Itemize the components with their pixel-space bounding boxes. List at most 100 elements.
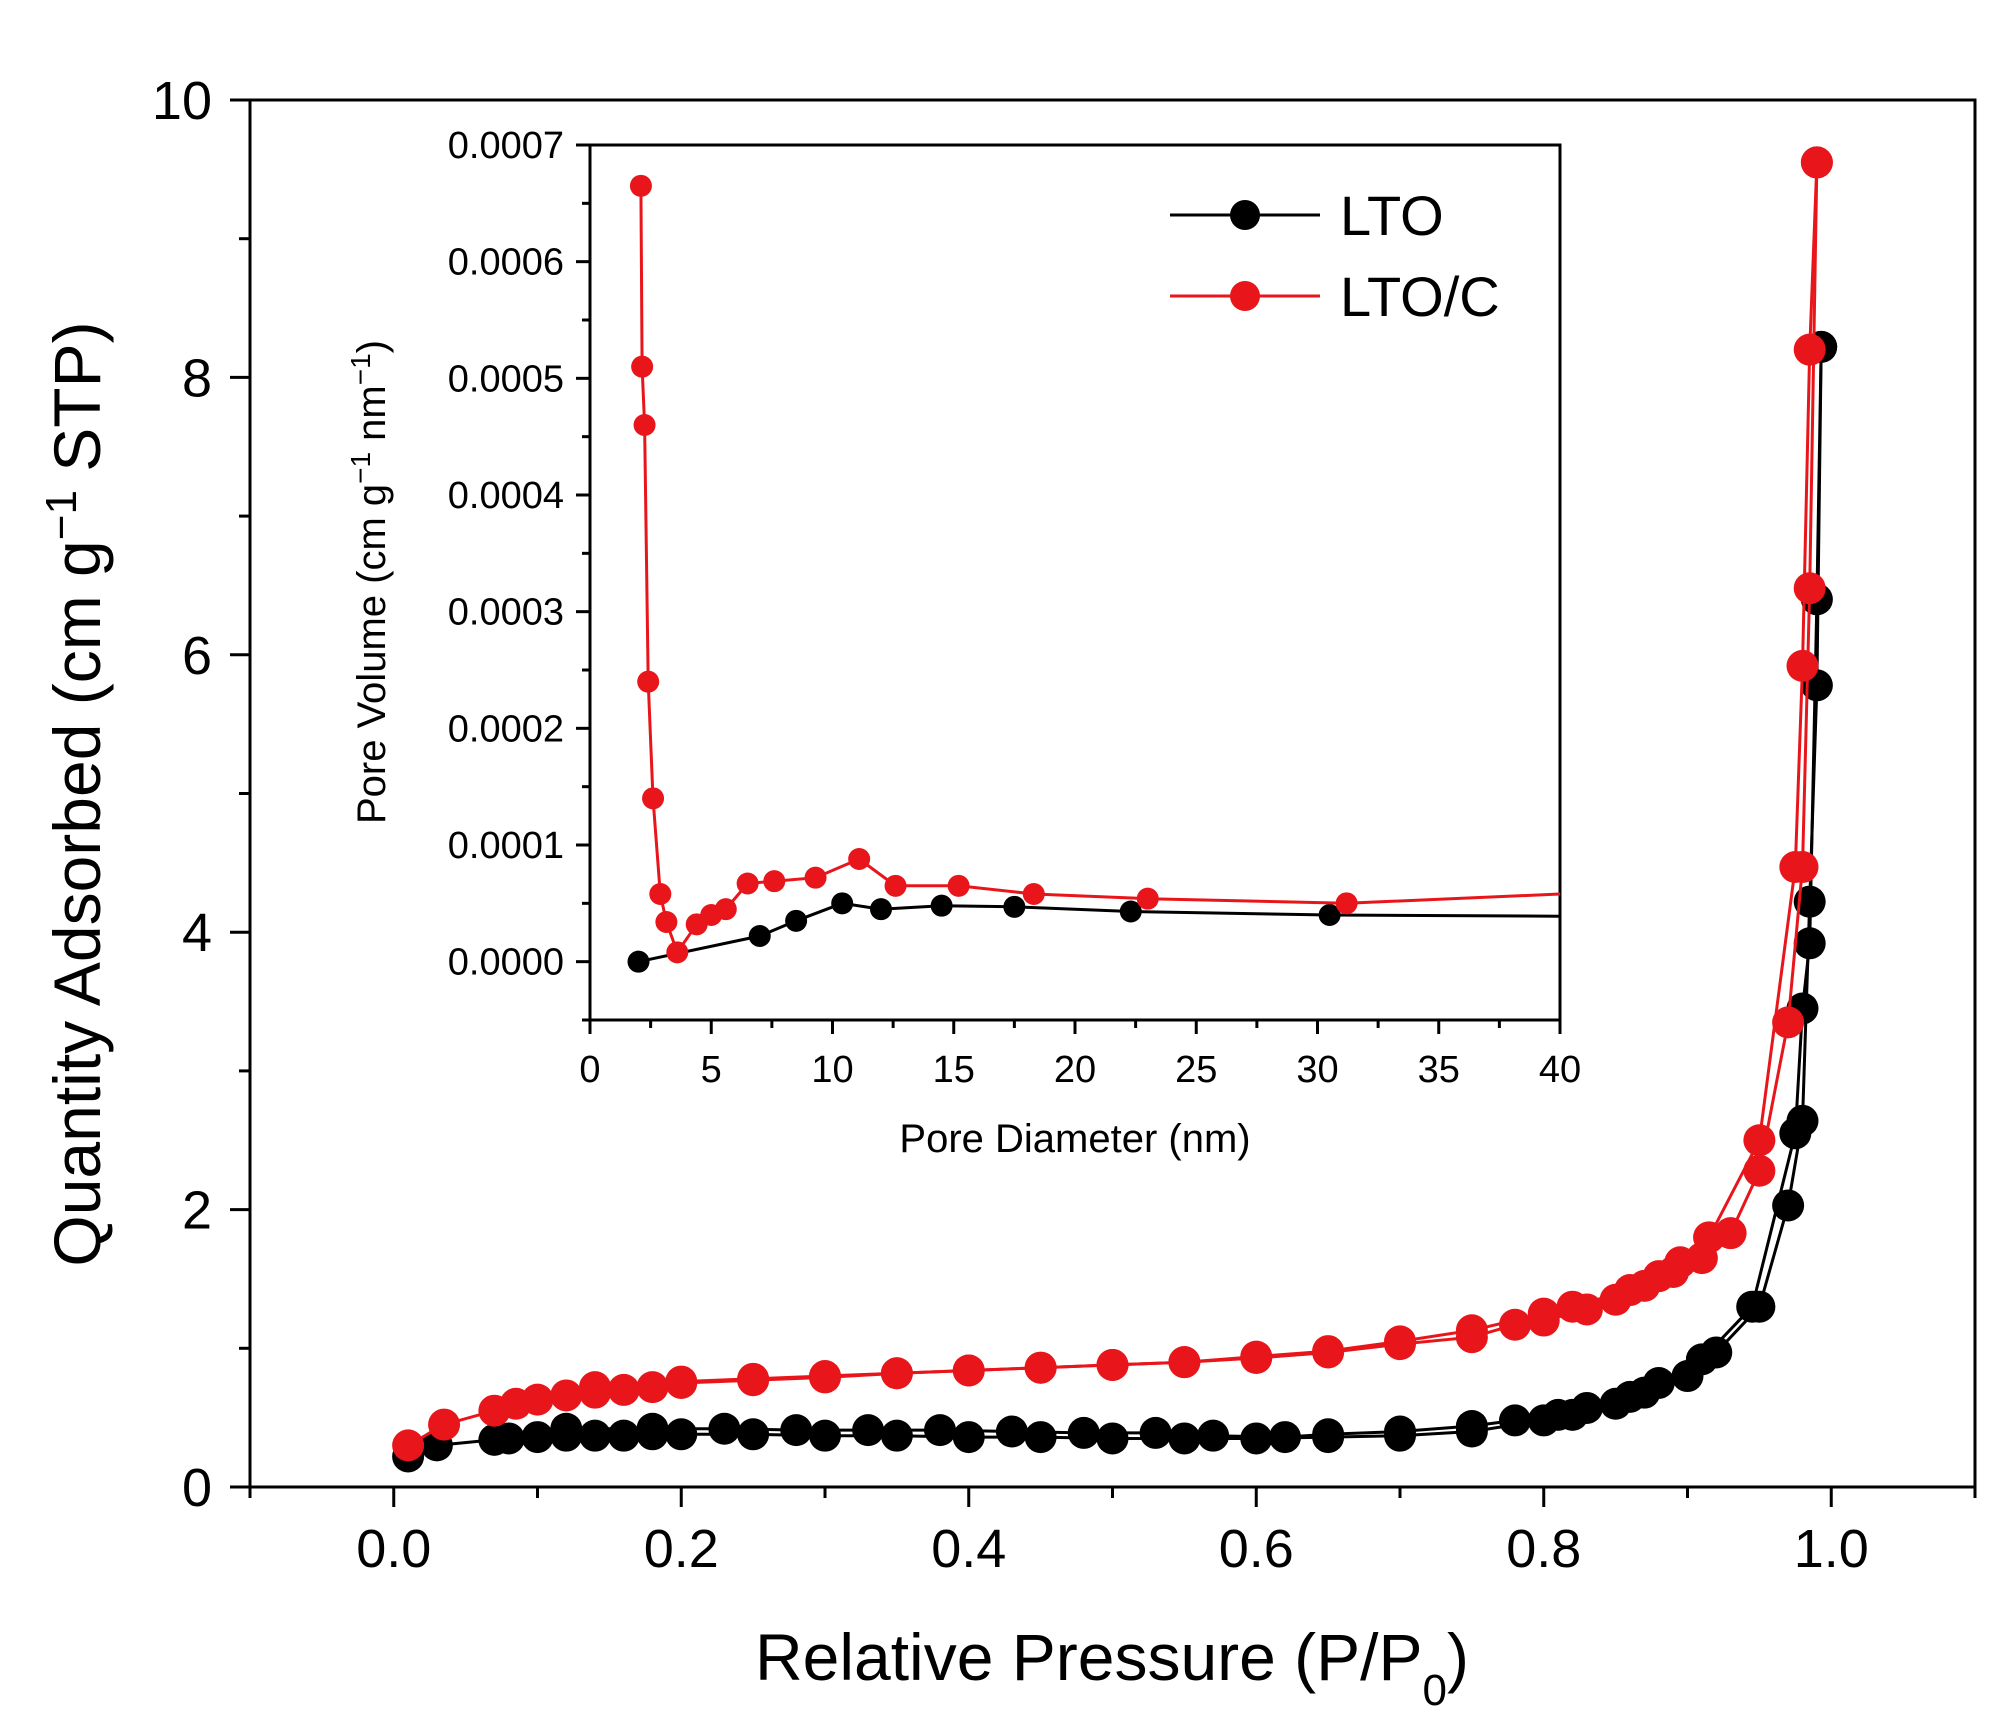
main-axis-ticks: 0.0 0.2 0.4 0.6 0.8 1.0 0 2 4 6 8 10 (152, 71, 1977, 1579)
data-point-lto-desorption (1269, 1421, 1301, 1454)
inset-data-point-lto-c (763, 870, 786, 893)
inset-data-point-lto-c (649, 883, 672, 905)
inset-y-tick-label: 0.0007 (448, 125, 564, 167)
inset-x-tick-label: 0 (579, 1049, 600, 1091)
inset-data-point-lto-c (736, 872, 759, 895)
inset-y-tick-label: 0.0001 (448, 825, 564, 867)
data-point-lto-c-adsorption (1793, 572, 1826, 605)
inset-y-tick-label: 0.0005 (448, 358, 564, 400)
legend-marker-lto-c (1230, 281, 1260, 311)
data-point-lto-c-adsorption (1772, 1006, 1805, 1039)
main-y-tick-label: 0 (182, 1458, 212, 1518)
inset-plot-series (627, 174, 1561, 973)
inset-data-point-lto-c (637, 670, 660, 693)
inset-data-point-lto-c (655, 911, 678, 933)
inset-data-point-lto-c (631, 355, 654, 378)
data-point-lto-adsorption (492, 1422, 525, 1455)
inset-data-point-lto (1318, 904, 1341, 926)
main-y-tick-label: 8 (182, 348, 212, 408)
inset-data-point-lto-c (848, 848, 871, 870)
inset-x-tick-label: 15 (933, 1049, 975, 1091)
data-point-lto-c-desorption (1800, 146, 1833, 179)
main-x-tick-label: 0.8 (1506, 1519, 1581, 1579)
data-point-lto-c-adsorption (636, 1371, 669, 1404)
data-point-lto-desorption (852, 1414, 885, 1447)
inset-data-point-lto (870, 898, 892, 921)
inset-data-point-lto (831, 892, 854, 915)
main-y-tick-label: 2 (182, 1181, 212, 1241)
data-point-lto-desorption (1793, 927, 1826, 960)
data-point-lto-adsorption (607, 1419, 640, 1452)
data-point-lto-desorption (1736, 1290, 1769, 1323)
data-point-lto-desorption (780, 1414, 813, 1447)
data-point-lto-c-desorption (665, 1365, 698, 1398)
inset-y-tick-label: 0.0003 (448, 592, 564, 634)
inset-data-point-lto-c (642, 787, 665, 810)
inset-series-line-lto (638, 901, 1561, 964)
inset-data-point-lto-c (884, 874, 907, 897)
data-point-lto-c-desorption (1556, 1290, 1589, 1323)
main-y-tick-label: 6 (182, 626, 212, 686)
inset-y-tick-label: 0.0002 (448, 708, 564, 750)
main-x-axis-label: Relative Pressure (P/P0) (755, 1620, 1469, 1713)
main-plot-series (392, 146, 1838, 1473)
main-x-tick-label: 0.6 (1219, 1519, 1294, 1579)
data-point-lto-c-desorption (952, 1354, 985, 1387)
main-y-axis-label: Quantity Adsorbed (cm g−1 STP) (37, 321, 115, 1266)
legend-label-lto: LTO (1340, 184, 1444, 247)
inset-data-point-lto (627, 950, 650, 973)
data-point-lto-c-desorption (809, 1360, 841, 1393)
data-point-lto-desorption (1779, 1117, 1812, 1150)
data-point-lto-c-adsorption (1499, 1308, 1531, 1341)
data-point-lto-c-desorption (1743, 1124, 1776, 1157)
data-point-lto-desorption (1685, 1343, 1718, 1376)
data-point-lto-c-desorption (579, 1371, 611, 1404)
data-point-lto-desorption (1499, 1404, 1531, 1437)
data-point-lto-adsorption (1793, 885, 1826, 918)
data-point-lto-desorption (924, 1414, 956, 1447)
data-point-lto-c-desorption (1642, 1260, 1675, 1293)
inset-x-tick-label: 10 (811, 1049, 853, 1091)
data-point-lto-c-desorption (1527, 1297, 1560, 1330)
data-point-lto-adsorption (1024, 1421, 1057, 1454)
data-point-lto-desorption (1312, 1418, 1345, 1451)
data-point-lto-c-desorption (1096, 1348, 1129, 1381)
inset-data-point-lto-c (1335, 892, 1358, 915)
data-point-lto-c-desorption (1384, 1325, 1416, 1358)
inset-axis-ticks: 0 5 10 15 20 25 30 35 40 0.0000 0.0001 0.0002 0.0003… (448, 125, 1581, 1091)
main-y-tick-label: 4 (182, 903, 212, 963)
inset-data-point-lto-c (947, 874, 970, 897)
data-point-lto-adsorption (1096, 1422, 1129, 1455)
data-point-lto-desorption (1197, 1419, 1230, 1452)
inset-data-point-lto-c (633, 414, 656, 436)
inset-data-point-lto (1119, 900, 1142, 923)
data-point-lto-adsorption (1168, 1422, 1201, 1455)
data-point-lto-adsorption (880, 1419, 913, 1452)
data-point-lto-desorption (708, 1412, 741, 1445)
legend: LTO LTO/C (1170, 184, 1500, 328)
data-point-lto-c-adsorption (607, 1373, 640, 1406)
inset-x-tick-label: 35 (1418, 1049, 1460, 1091)
data-point-lto-c-desorption (737, 1362, 770, 1395)
data-point-lto-desorption (1139, 1416, 1172, 1449)
data-point-lto-adsorption (737, 1418, 770, 1451)
data-point-lto-c-desorption (1455, 1314, 1488, 1347)
inset-x-tick-label: 40 (1539, 1049, 1581, 1091)
inset-data-point-lto-c (666, 941, 689, 964)
data-point-lto-desorption (1642, 1366, 1675, 1399)
inset-y-axis-label: Pore Volume (cm g−1 nm−1) (345, 340, 395, 824)
inset-data-point-lto-c (1022, 883, 1045, 905)
data-point-lto-c-desorption (1168, 1346, 1201, 1379)
data-point-lto-desorption (1067, 1416, 1100, 1449)
data-point-lto-desorption (1542, 1398, 1575, 1431)
inset-x-tick-label: 5 (701, 1049, 722, 1091)
data-point-lto-c-adsorption (550, 1379, 583, 1412)
inset-data-point-lto-c (1136, 887, 1159, 910)
inset-x-tick-label: 25 (1175, 1049, 1217, 1091)
data-point-lto-desorption (1384, 1415, 1416, 1448)
data-point-lto-adsorption (809, 1419, 841, 1452)
inset-data-point-lto (1003, 895, 1026, 918)
inset-x-tick-label: 20 (1054, 1049, 1096, 1091)
inset-data-point-lto-c (629, 174, 652, 197)
